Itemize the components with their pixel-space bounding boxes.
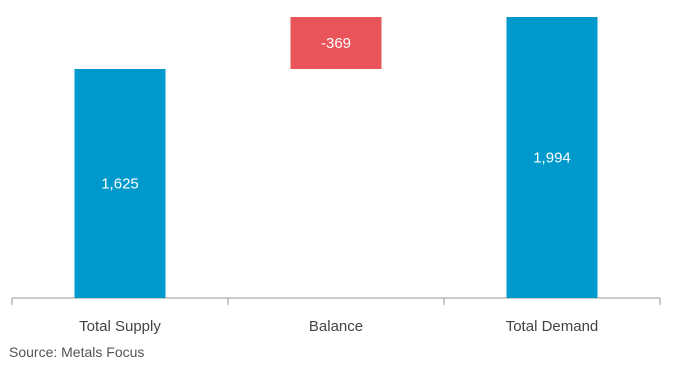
- source-note: Source: Metals Focus: [9, 344, 145, 360]
- data-label: 1,625: [101, 176, 139, 193]
- x-tick-label: Total Demand: [506, 318, 599, 335]
- x-tick-label: Balance: [309, 318, 363, 335]
- data-label: -369: [321, 35, 351, 52]
- bar-balance: [290, 17, 382, 70]
- x-tick-label: Total Supply: [79, 318, 161, 335]
- bar-total-demand: [506, 17, 598, 298]
- data-label: 1,994: [533, 150, 571, 167]
- bar-total-supply: [74, 69, 166, 298]
